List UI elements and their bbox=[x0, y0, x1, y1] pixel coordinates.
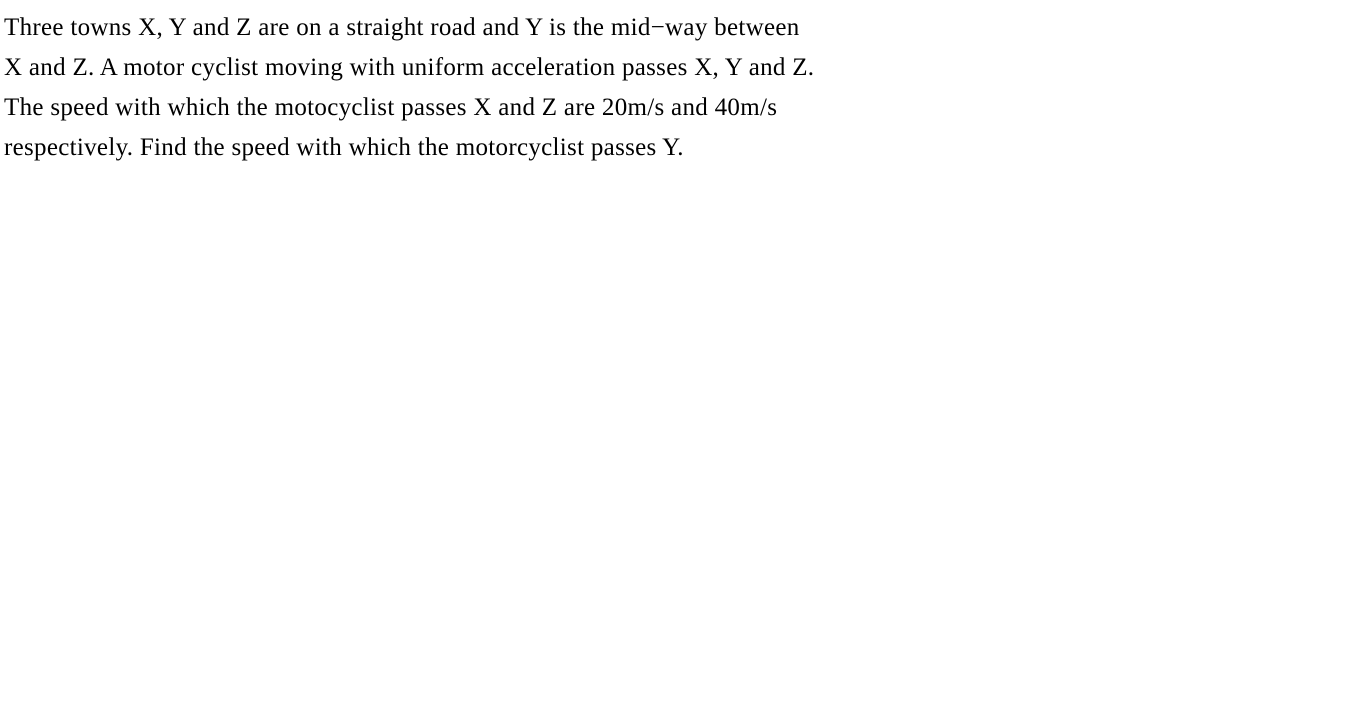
problem-line-4: respectively. Find the speed with which … bbox=[4, 128, 1350, 168]
problem-line-2: X and Z. A motor cyclist moving with uni… bbox=[4, 48, 1350, 88]
problem-line-1: Three towns X, Y and Z are on a straight… bbox=[4, 8, 1350, 48]
problem-text-container: Three towns X, Y and Z are on a straight… bbox=[0, 0, 1350, 168]
problem-line-3: The speed with which the motocyclist pas… bbox=[4, 88, 1350, 128]
